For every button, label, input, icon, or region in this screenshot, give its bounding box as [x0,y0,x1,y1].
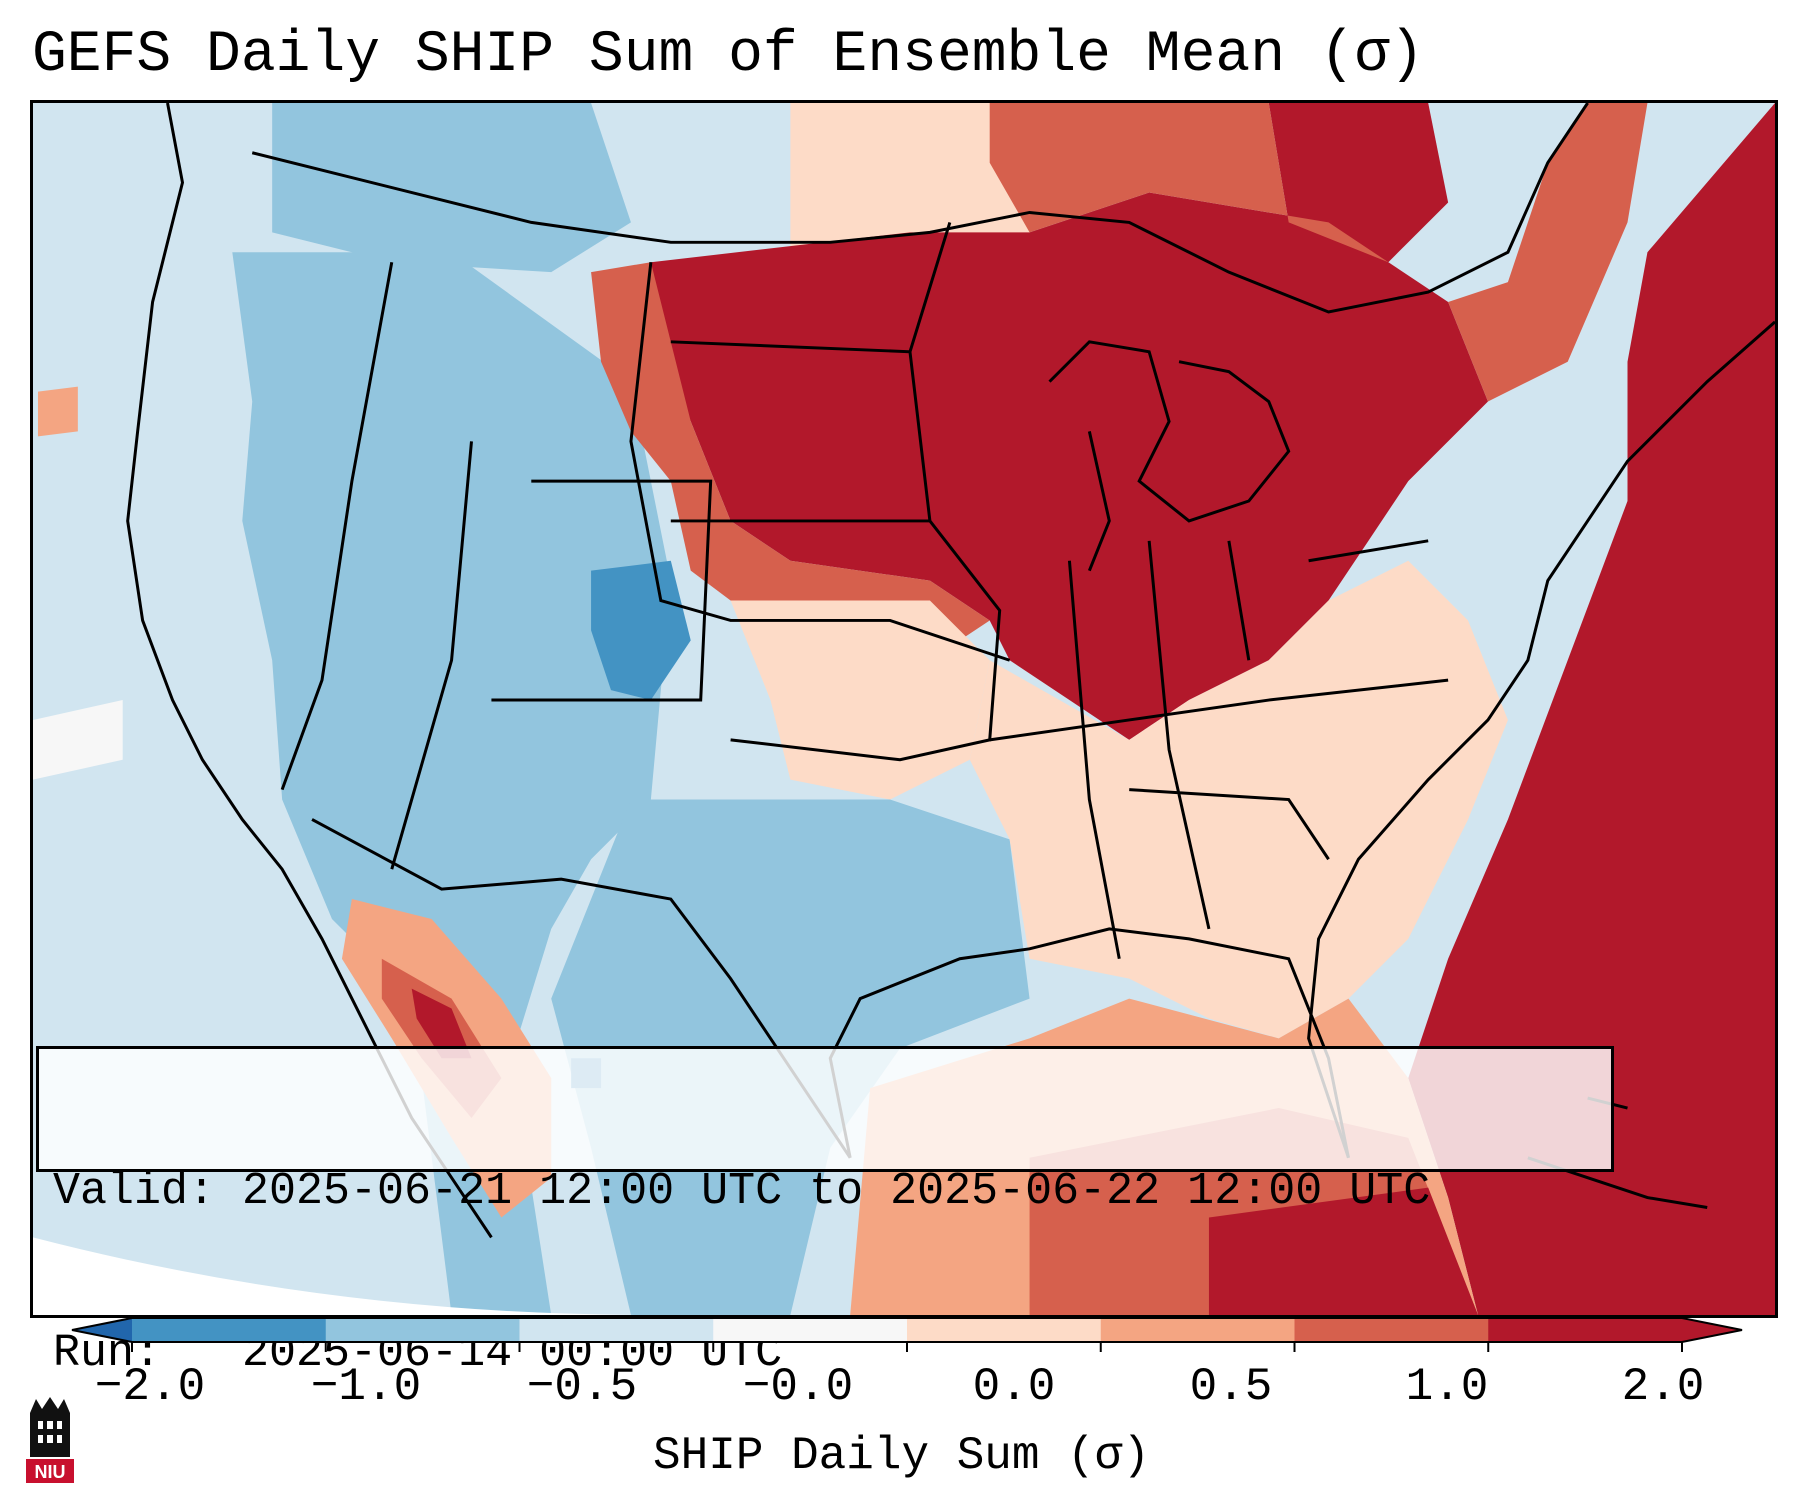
great-lakes-outline [1048,340,1291,572]
colorbar-segment [325,1318,520,1342]
colorbar-tick-2: −0.5 [526,1361,638,1413]
state-lines-rockies [280,261,1011,870]
anomaly-field-gulf-deep-red [1208,1187,1479,1315]
coastline-atlantic [1307,320,1775,1159]
colorbar-label: SHIP Daily Sum (σ) [653,1430,1150,1482]
border-us-canada [251,103,1589,314]
valid-time-line: Valid: 2025-06-21 12:00 UTC to 2025-06-2… [53,1166,1431,1217]
state-lines-east [989,539,1449,960]
anomaly-field-orange-ring [591,262,990,661]
colorbar-over-triangle [1682,1318,1742,1342]
niu-logo-text: NIU [35,1462,66,1482]
colorbar-tick-5: 0.5 [1189,1361,1273,1413]
colorbar-tick-3: −0.0 [742,1361,854,1413]
colorbar-tick-0: −2.0 [94,1361,206,1413]
colorbar-segment [1100,1318,1295,1342]
colorbar-segment [713,1318,908,1342]
anomaly-field-pale-north [790,103,1030,263]
validity-info-box: Valid: 2025-06-21 12:00 UTC to 2025-06-2… [36,1046,1614,1379]
anomaly-field-nodata-corner [33,1237,651,1315]
anomaly-field-salmon-southeast [969,560,1508,1039]
coastline-gulf [828,927,1350,1159]
anomaly-field-light-neutral [33,700,123,780]
colorbar-segment [907,1318,1102,1342]
anomaly-field-pale-orange-patch [37,386,78,437]
anomaly-field-salmon-plains [730,600,990,800]
anomaly-field-blue-north [272,103,631,273]
colorbar-segment [132,1318,327,1342]
chart-title: GEFS Daily SHIP Sum of Ensemble Mean (σ) [32,23,1425,88]
colorbar-tick-6: 1.0 [1405,1361,1489,1413]
colorbar-segment [519,1318,714,1342]
colorbar-under-triangle [72,1318,132,1342]
colorbar-segment [1488,1318,1683,1342]
colorbar-tick-4: 0.0 [972,1361,1056,1413]
colorbar-tick-7: 2.0 [1621,1361,1705,1413]
niu-logo: NIU [22,1395,78,1487]
colorbar [71,1317,1743,1352]
colorbar-tick-1: −1.0 [310,1361,422,1413]
anomaly-field-red-core [650,192,1488,740]
colorbar-segment [1294,1318,1489,1342]
anomaly-field-orange-ring-north [989,103,1648,402]
anomaly-field-darkblue-colorado [591,560,691,701]
anomaly-field-blue-west [232,252,671,1315]
niu-logo-graphic: NIU [26,1397,74,1483]
colorbar-svg [71,1317,1743,1352]
anomaly-field-baja-deep-red [411,988,472,1059]
